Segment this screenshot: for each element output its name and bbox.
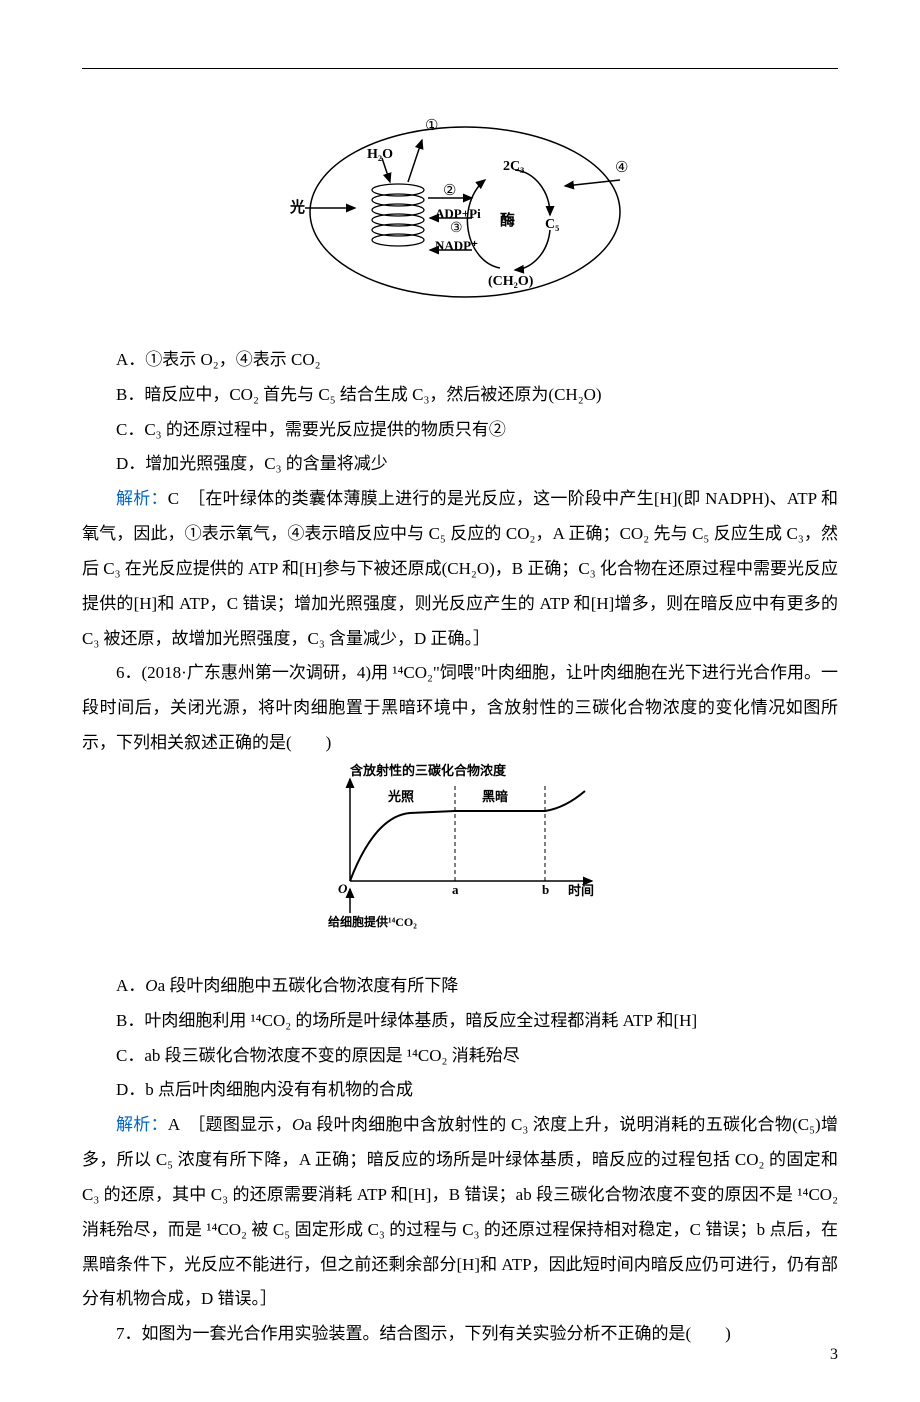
q6-opt-c: C．ab 段三碳化合物浓度不变的原因是 ¹⁴CO₂ 消耗殆尽	[82, 1039, 838, 1074]
ch2o-label: (CH₂O)	[488, 274, 534, 289]
q5-explain: 解析：C ［在叶绿体的类囊体薄膜上进行的是光反应，这一阶段中产生[H](即 NA…	[82, 482, 838, 656]
f2-dark: 黑暗	[482, 789, 508, 804]
light-label: 光	[290, 198, 305, 216]
c5-label: C₅	[545, 217, 559, 232]
q6-stem: 6．(2018·广东惠州第一次调研，4)用 ¹⁴CO₂"饲喂"叶肉细胞，让叶肉细…	[82, 656, 838, 761]
circ4-label: ④	[615, 160, 628, 176]
q5-explain-label: 解析：	[116, 489, 168, 508]
figure-1-container: 光 H₂O ① ② ADP+Pi ③ NADP⁺ 2C₃ C₅ (CH₂O) 酶…	[82, 110, 838, 323]
thylakoid-icon	[372, 184, 424, 246]
photosynthesis-diagram: 光 H₂O ① ② ADP+Pi ③ NADP⁺ 2C₃ C₅ (CH₂O) 酶…	[290, 110, 630, 310]
f2-b: b	[542, 882, 549, 897]
f2-xlabel: 时间	[568, 883, 594, 898]
c3-label: 2C₃	[503, 159, 524, 174]
q5-opt-a: A．①表示 O₂，④表示 CO₂	[82, 343, 838, 378]
q6-exp-ital: O	[292, 1115, 304, 1134]
f2-origin: O	[338, 881, 348, 896]
circ2-label: ②	[443, 183, 456, 199]
enzyme-label: 酶	[500, 211, 515, 229]
q6-explain: 解析：A ［题图显示，Oa 段叶肉细胞中含放射性的 C₃ 浓度上升，说明消耗的五…	[82, 1108, 838, 1317]
adp-label: ADP+Pi	[435, 206, 481, 221]
q7-stem: 7．如图为一套光合作用实验装置。结合图示，下列有关实验分析不正确的是( )	[82, 1317, 838, 1352]
nadp-label: NADP⁺	[435, 238, 478, 253]
h2o-label: H₂O	[367, 147, 393, 162]
q6-opta-pre: A．	[116, 976, 145, 995]
figure-2-container: 含放射性的三碳化合物浓度 光照 黑暗 O a b 时间 给细胞提供¹⁴CO₂	[82, 761, 838, 949]
q6-opt-b: B．叶肉细胞利用 ¹⁴CO₂ 的场所是叶绿体基质，暗反应全过程都消耗 ATP 和…	[82, 1004, 838, 1039]
q6-exp-pre: A ［题图显示，	[168, 1115, 292, 1134]
top-rule	[82, 68, 838, 69]
q6-opt-d: D．b 点后叶肉细胞内没有有机物的合成	[82, 1073, 838, 1108]
circ1-label: ①	[425, 118, 438, 134]
q5-opt-b: B．暗反应中，CO₂ 首先与 C₅ 结合生成 C₃，然后被还原为(CH₂O)	[82, 378, 838, 413]
q5-opt-c: C．C₃ 的还原过程中，需要光反应提供的物质只有②	[82, 413, 838, 448]
q6-opta-ital: O	[145, 976, 157, 995]
q6-exp-post: a 段叶肉细胞中含放射性的 C₃ 浓度上升，说明消耗的五碳化合物(C₅)增多，所…	[82, 1115, 838, 1308]
q6-opt-a: A．Oa 段叶肉细胞中五碳化合物浓度有所下降	[82, 969, 838, 1004]
q6-explain-label: 解析：	[116, 1115, 168, 1134]
page-number: 3	[830, 1339, 838, 1372]
c3-curve-chart: 含放射性的三碳化合物浓度 光照 黑暗 O a b 时间 给细胞提供¹⁴CO₂	[310, 761, 610, 936]
f2-ylabel: 含放射性的三碳化合物浓度	[349, 763, 507, 778]
q5-opt-d: D．增加光照强度，C₃ 的含量将减少	[82, 447, 838, 482]
q6-opta-post: a 段叶肉细胞中五碳化合物浓度有所下降	[158, 976, 459, 995]
q5-explain-body: C ［在叶绿体的类囊体薄膜上进行的是光反应，这一阶段中产生[H](即 NADPH…	[82, 489, 838, 647]
circ3-label: ③	[450, 221, 463, 236]
f2-supply: 给细胞提供¹⁴CO₂	[328, 914, 417, 929]
f2-light: 光照	[387, 789, 414, 804]
f2-a: a	[452, 882, 459, 897]
